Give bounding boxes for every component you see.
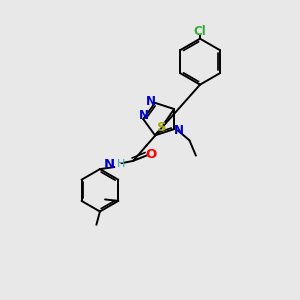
Text: N: N xyxy=(104,158,115,171)
Text: H: H xyxy=(117,159,126,170)
Text: S: S xyxy=(157,121,166,134)
Text: N: N xyxy=(139,109,149,122)
Text: O: O xyxy=(145,148,156,161)
Text: N: N xyxy=(173,124,184,137)
Text: N: N xyxy=(146,95,156,108)
Text: Cl: Cl xyxy=(194,25,206,38)
